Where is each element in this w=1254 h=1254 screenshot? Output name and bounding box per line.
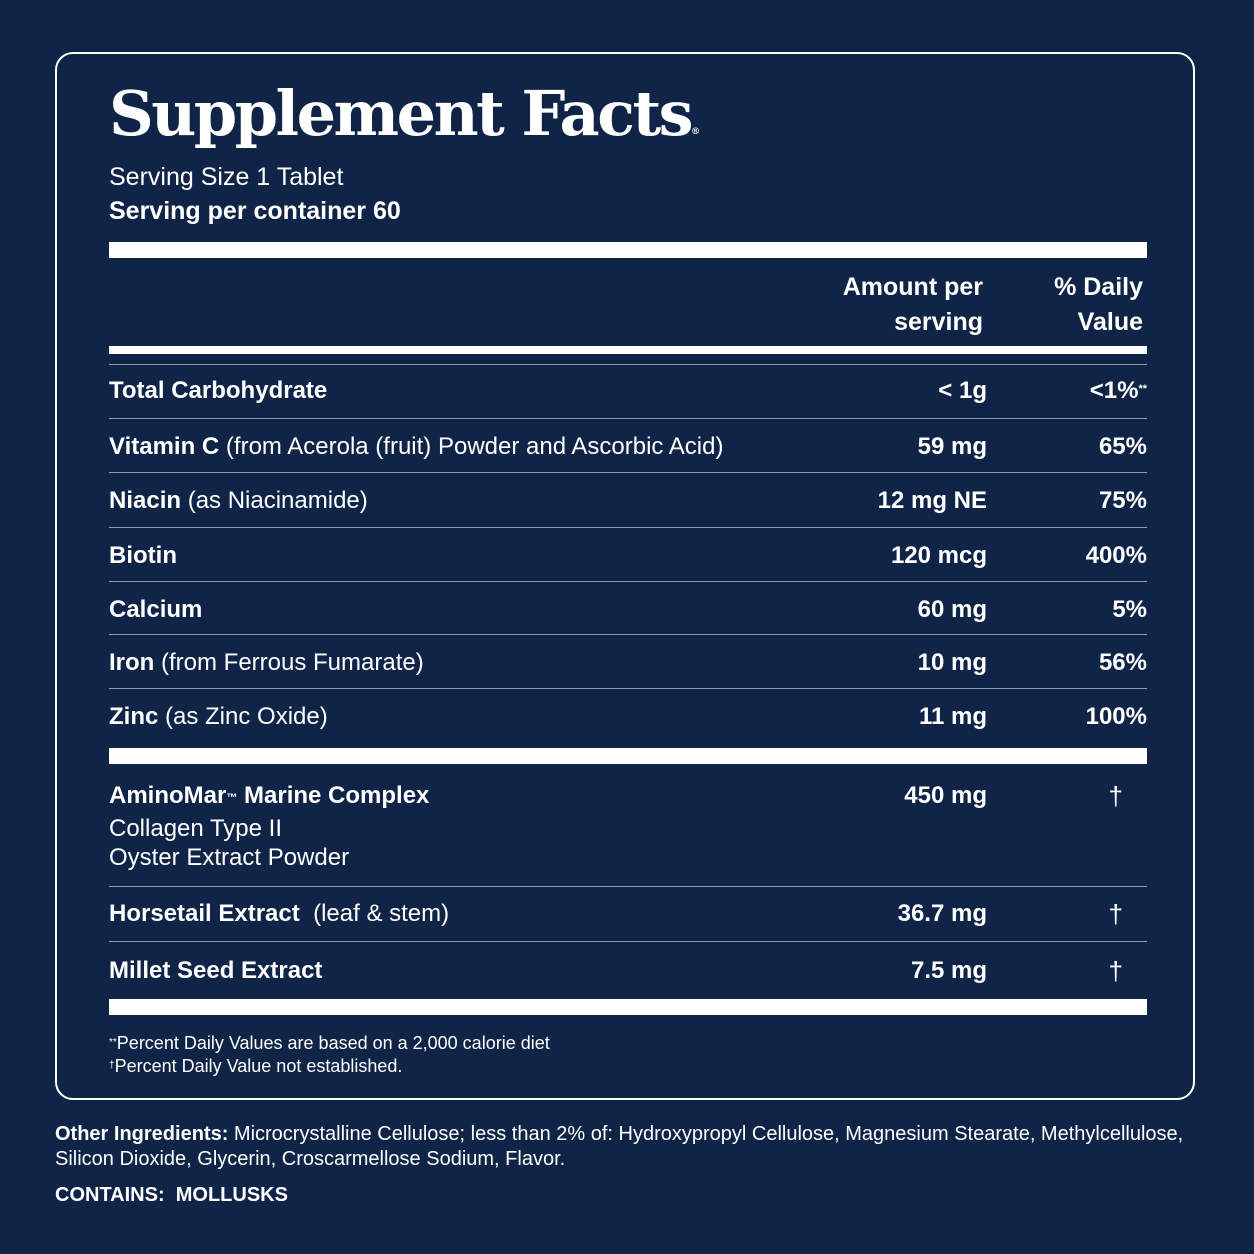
row-divider — [109, 886, 1147, 887]
footnote-not-established: †Percent Daily Value not established. — [109, 1056, 403, 1076]
middle-divider-bar — [109, 748, 1147, 764]
footnote-daily-values: **Percent Daily Values are based on a 2,… — [109, 1033, 550, 1053]
nutrient-dv: 65% — [1098, 433, 1147, 460]
other-ingredients-label: Other Ingredients: — [55, 1123, 229, 1145]
other-ingredients-text: Microcrystalline Cellulose; less than 2%… — [55, 1123, 1184, 1170]
extract-dv: † — [1108, 899, 1123, 929]
extract-name: Millet Seed Extract — [109, 957, 323, 984]
header-rule — [109, 364, 1147, 365]
nutrient-name: Total Carbohydrate — [109, 377, 328, 404]
row-divider — [109, 472, 1147, 473]
amount-per-serving-header: Amount per serving — [842, 273, 983, 336]
nutrient-dv: 56% — [1098, 649, 1147, 676]
extract-amount: 7.5 mg — [910, 957, 987, 984]
nutrient-name: Iron (from Ferrous Fumarate) — [109, 649, 424, 676]
nutrient-name: Niacin (as Niacinamide) — [109, 487, 368, 514]
blend-dv: † — [1108, 781, 1123, 811]
blend-name: AminoMar™ Marine Complex — [109, 782, 430, 809]
row-divider — [109, 418, 1147, 419]
nutrient-name: Vitamin C (from Acerola (fruit) Powder a… — [109, 433, 724, 460]
nutrient-name: Biotin — [109, 542, 177, 569]
row-divider — [109, 634, 1147, 635]
nutrient-dv: <1%** — [1089, 377, 1147, 404]
nutrient-amount: 12 mg NE — [877, 487, 987, 514]
blend-ingredient: Collagen Type II — [109, 815, 283, 842]
page-title: Supplement Facts® — [109, 77, 700, 150]
servings-per-container: Serving per container 60 — [109, 197, 401, 225]
registered-mark: ® — [691, 127, 700, 137]
nutrient-amount: 59 mg — [917, 433, 987, 460]
allergen-statement: CONTAINS: MOLLUSKS — [55, 1183, 288, 1208]
nutrient-amount: < 1g — [938, 377, 987, 404]
nutrient-amount: 60 mg — [917, 596, 987, 623]
footnotes: **Percent Daily Values are based on a 2,… — [109, 1032, 550, 1078]
contains-label: CONTAINS: — [55, 1184, 165, 1206]
nutrient-dv: 100% — [1085, 703, 1147, 730]
nutrient-dv: 75% — [1098, 487, 1147, 514]
serving-size: Serving Size 1 Tablet — [109, 163, 344, 191]
blend-amount: 450 mg — [904, 782, 987, 809]
extract-amount: 36.7 mg — [897, 900, 987, 927]
extract-name: Horsetail Extract (leaf & stem) — [109, 900, 450, 927]
supplement-facts-panel: Supplement Facts® Serving Size 1 Tablet … — [55, 52, 1195, 1100]
nutrient-dv: 5% — [1112, 596, 1147, 623]
nutrient-amount: 11 mg — [918, 703, 987, 730]
extract-dv: † — [1108, 956, 1123, 986]
row-divider — [109, 941, 1147, 942]
nutrient-amount: 120 mcg — [890, 542, 987, 569]
nutrient-name: Zinc (as Zinc Oxide) — [109, 703, 328, 730]
other-ingredients: Other Ingredients: Microcrystalline Cell… — [55, 1122, 1205, 1172]
row-divider — [109, 581, 1147, 582]
top-divider-bar — [109, 242, 1147, 258]
daily-value-header: % Daily Value — [1054, 273, 1143, 336]
contains-value: MOLLUSKS — [175, 1184, 288, 1206]
nutrient-amount: 10 mg — [917, 649, 987, 676]
nutrient-name: Calcium — [109, 596, 203, 623]
row-divider — [109, 527, 1147, 528]
nutrient-dv: 400% — [1085, 542, 1147, 569]
blend-ingredient: Oyster Extract Powder — [109, 844, 350, 871]
header-divider-bar — [109, 346, 1147, 354]
bottom-divider-bar — [109, 999, 1147, 1015]
row-divider — [109, 688, 1147, 689]
